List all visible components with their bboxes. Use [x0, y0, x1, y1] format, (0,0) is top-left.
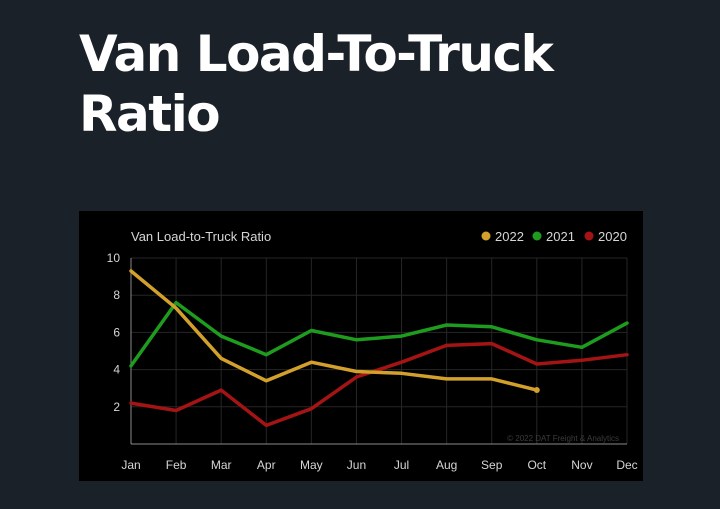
- chart-title: Van Load-to-Truck Ratio: [131, 229, 271, 244]
- x-tick-label: Apr: [257, 458, 276, 472]
- x-tick-label: Sep: [481, 458, 503, 472]
- chart-axes: 2 4 6 8 10 Jan Feb Mar Apr May Jun Jul Aug Sep Oct Nov D…: [107, 251, 638, 472]
- chart-series-lines: [129, 269, 629, 428]
- y-tick-label: 10: [107, 251, 121, 265]
- y-tick-label: 8: [113, 288, 120, 302]
- y-tick-label: 6: [113, 325, 120, 339]
- x-tick-label: Dec: [616, 458, 637, 472]
- y-tick-label: 2: [113, 400, 120, 414]
- x-tick-label: Mar: [211, 458, 232, 472]
- legend-swatch-2021: [532, 231, 542, 241]
- y-tick-label: 4: [113, 363, 120, 377]
- x-tick-label: Jan: [121, 458, 140, 472]
- legend-swatch-2020: [584, 231, 594, 241]
- x-tick-label: Nov: [571, 458, 592, 472]
- legend-label-2020: 2020: [598, 229, 627, 244]
- series-line-2021: [129, 300, 629, 368]
- series-end-point-2022: [533, 387, 540, 394]
- x-tick-label: Jul: [394, 458, 409, 472]
- chart-legend: 2022 2021 2020: [481, 229, 627, 244]
- x-tick-label: Aug: [436, 458, 457, 472]
- x-tick-label: Oct: [527, 458, 546, 472]
- chart-grid: [130, 257, 628, 444]
- legend-swatch-2022: [481, 231, 491, 241]
- series-line-2020: [129, 341, 629, 428]
- legend-label-2021: 2021: [546, 229, 575, 244]
- legend-label-2022: 2022: [495, 229, 524, 244]
- line-chart: Van Load-to-Truck Ratio 2022 2021 2020 2 4 6…: [107, 229, 638, 472]
- chart-credit: © 2022 DAT Freight & Analytics: [507, 434, 619, 443]
- page-title: Van Load-To-Truck Ratio: [79, 25, 554, 143]
- chart-panel: Van Load-to-Truck Ratio 2022 2021 2020 2 4 6…: [79, 211, 643, 481]
- x-tick-label: May: [300, 458, 323, 472]
- x-tick-label: Feb: [166, 458, 187, 472]
- series-line-2022: [129, 269, 539, 392]
- x-tick-label: Jun: [347, 458, 366, 472]
